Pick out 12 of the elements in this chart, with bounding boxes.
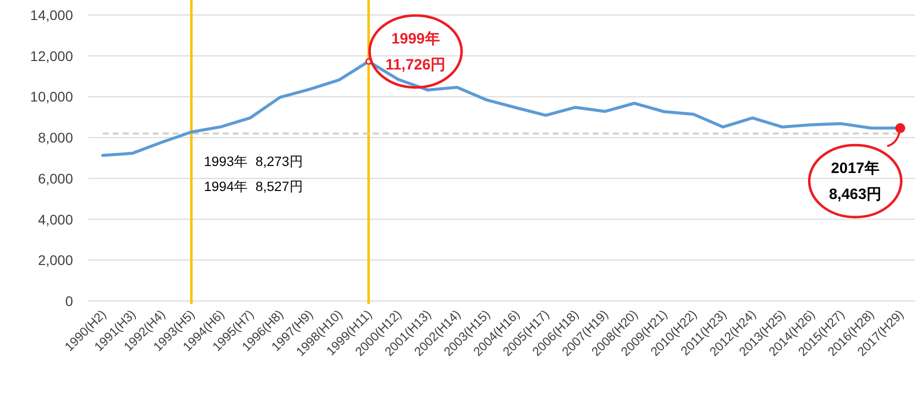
- y-tick-label: 10,000: [30, 88, 74, 105]
- y-tick-label: 8,000: [38, 130, 74, 146]
- y-tick-label: 0: [65, 293, 74, 309]
- annotation: 1994年 8,527円: [204, 179, 304, 194]
- annotation: 1999年 11,726円: [386, 30, 446, 74]
- y-tick-label: 2,000: [38, 252, 74, 268]
- y-tick-label: 6,000: [38, 170, 74, 186]
- annotation: 2017年 8,463円: [828, 160, 882, 204]
- y-tick-label: 12,000: [30, 48, 74, 64]
- y-tick-label: 14,000: [30, 7, 74, 23]
- annotation: 1993年 8,273円: [204, 154, 304, 169]
- y-tick-label: 4,000: [38, 211, 74, 228]
